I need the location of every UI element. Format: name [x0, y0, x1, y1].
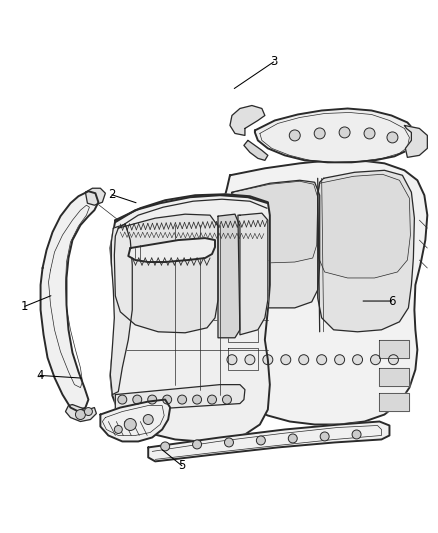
Polygon shape [41, 191, 99, 411]
Polygon shape [100, 400, 170, 441]
Circle shape [389, 355, 399, 365]
Circle shape [118, 395, 127, 404]
Polygon shape [222, 160, 427, 424]
Circle shape [148, 395, 157, 404]
Circle shape [193, 395, 201, 404]
Text: 1: 1 [21, 300, 28, 313]
Text: 6: 6 [388, 295, 395, 308]
Circle shape [263, 355, 273, 365]
Polygon shape [110, 224, 132, 394]
Circle shape [85, 408, 92, 416]
Polygon shape [379, 368, 410, 385]
Polygon shape [114, 214, 218, 333]
Circle shape [364, 128, 375, 139]
Circle shape [133, 395, 142, 404]
Circle shape [161, 442, 170, 451]
Circle shape [193, 440, 201, 449]
Polygon shape [148, 422, 389, 462]
Polygon shape [228, 348, 258, 370]
Circle shape [256, 436, 265, 445]
Polygon shape [318, 171, 414, 332]
Circle shape [245, 355, 255, 365]
Polygon shape [218, 214, 240, 338]
Text: 5: 5 [178, 459, 186, 472]
Polygon shape [228, 320, 258, 342]
Text: 4: 4 [36, 369, 44, 382]
Polygon shape [128, 238, 215, 262]
Polygon shape [110, 194, 270, 441]
Circle shape [227, 355, 237, 365]
Circle shape [299, 355, 309, 365]
Text: 2: 2 [108, 188, 116, 201]
Circle shape [75, 409, 85, 419]
Circle shape [225, 438, 233, 447]
Polygon shape [115, 385, 245, 411]
Circle shape [281, 355, 291, 365]
Circle shape [352, 430, 361, 439]
Circle shape [320, 432, 329, 441]
Circle shape [335, 355, 345, 365]
Polygon shape [238, 213, 268, 335]
Circle shape [124, 418, 136, 431]
Text: 3: 3 [270, 55, 277, 68]
Circle shape [314, 128, 325, 139]
Circle shape [223, 395, 231, 404]
Circle shape [178, 395, 187, 404]
Circle shape [339, 127, 350, 138]
Circle shape [143, 415, 153, 424]
Polygon shape [230, 180, 320, 308]
Circle shape [371, 355, 381, 365]
Polygon shape [231, 181, 318, 263]
Polygon shape [255, 109, 414, 163]
Circle shape [387, 132, 398, 143]
Polygon shape [318, 174, 410, 278]
Polygon shape [85, 188, 106, 205]
Polygon shape [230, 106, 265, 135]
Polygon shape [379, 393, 410, 410]
Polygon shape [244, 140, 268, 160]
Circle shape [114, 425, 122, 433]
Circle shape [317, 355, 327, 365]
Polygon shape [404, 125, 427, 157]
Circle shape [208, 395, 216, 404]
Polygon shape [66, 405, 96, 422]
Circle shape [162, 395, 172, 404]
Polygon shape [379, 340, 410, 358]
Circle shape [289, 130, 300, 141]
Circle shape [288, 434, 297, 443]
Circle shape [353, 355, 363, 365]
